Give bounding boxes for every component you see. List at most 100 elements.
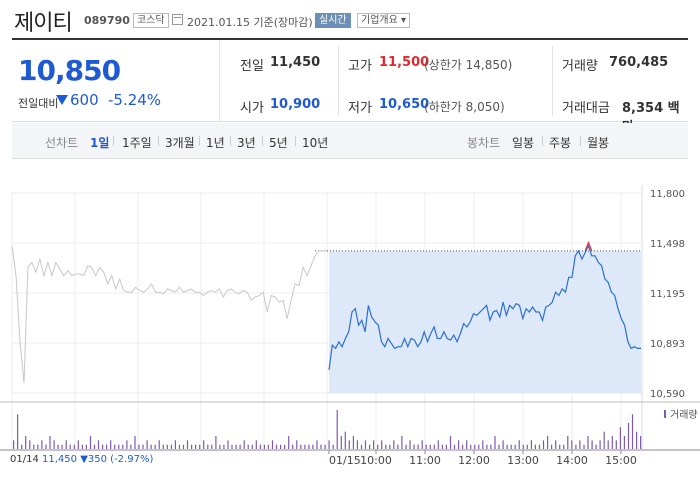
volume-bar <box>377 444 379 449</box>
volume-bar <box>397 444 399 449</box>
volume-bar <box>340 436 342 449</box>
tab-weekly[interactable]: 주봉 <box>549 136 572 150</box>
tab-divider <box>230 136 231 146</box>
volume-bar <box>369 444 371 449</box>
y-tick-label: 10,893 <box>650 339 685 350</box>
volume-bar <box>296 440 298 449</box>
volume-bar <box>530 440 532 449</box>
y-tick-label: 11,498 <box>650 239 685 250</box>
volume-bar <box>429 444 431 449</box>
volume-bar <box>506 444 508 449</box>
volume-bar <box>547 436 549 449</box>
tab-divider <box>262 136 263 146</box>
today-price-line <box>328 244 641 370</box>
divider <box>552 46 553 116</box>
stock-code: 089790 <box>84 14 130 27</box>
volume-bar <box>640 436 642 449</box>
volume-bar <box>243 440 245 449</box>
volume-bar <box>360 444 363 449</box>
volume-bar <box>542 440 545 449</box>
volume-value: 760,485 <box>609 55 669 70</box>
volume-bar <box>356 440 358 449</box>
tab-monthly[interactable]: 월봉 <box>587 136 610 150</box>
tab-3y[interactable]: 3년 <box>237 136 256 150</box>
current-price-box: 10,850 전일대비 600 -5.24% <box>12 40 220 122</box>
volume-bar <box>102 444 104 449</box>
volume-bar <box>166 444 168 449</box>
lower-limit: (하한가 8,050) <box>424 100 505 114</box>
volume-bar <box>591 440 593 449</box>
y-tick-label: 10,590 <box>650 389 685 400</box>
volume-bar <box>482 440 484 449</box>
volume-bar <box>53 440 55 449</box>
x-tick-label: 10:00 <box>360 454 392 467</box>
volume-bar <box>93 444 96 449</box>
tab-divider <box>199 136 200 146</box>
tab-1w[interactable]: 1주일 <box>122 136 152 150</box>
volume-bar <box>37 444 39 449</box>
volume-bar <box>251 444 253 449</box>
volume-bar <box>364 440 367 449</box>
tab-daily[interactable]: 일봉 <box>512 136 535 150</box>
line-chart-label: 선차트 <box>45 136 79 150</box>
stock-name: 제이티 <box>14 11 73 36</box>
x-tick-label: 14:00 <box>556 454 588 467</box>
open-label: 시가 <box>240 101 264 116</box>
volume-bar <box>631 414 634 449</box>
volume-bar <box>583 444 585 449</box>
volume-legend-label: 거래량 <box>670 409 698 421</box>
low-label: 저가 <box>348 101 372 116</box>
divider <box>338 46 339 116</box>
volume-bar <box>186 440 189 449</box>
change-amount: 600 <box>70 91 99 109</box>
price-chart[interactable]: 11,800 11,498 11,195 10,893 10,590 01/15 10:0… <box>0 160 700 481</box>
tab-5y[interactable]: 5년 <box>269 136 288 150</box>
volume-bar <box>97 440 100 449</box>
volume-bar <box>373 440 375 449</box>
volume-bar <box>13 440 15 449</box>
low-value: 10,650 <box>379 97 430 112</box>
stock-header: 제이티 089790 코스닥 2021.01.15 기준(장마감) 실시간 기업… <box>0 0 700 40</box>
volume-bar <box>563 444 565 449</box>
high-marker <box>584 240 593 252</box>
volume-bar <box>587 436 589 449</box>
volume-bar <box>271 440 274 449</box>
realtime-button[interactable]: 실시간 <box>315 13 351 28</box>
volume-bar <box>405 444 407 449</box>
volume-bar <box>89 436 92 449</box>
tab-10y[interactable]: 10년 <box>302 136 329 150</box>
volume-bar <box>551 444 553 449</box>
volume-bar <box>154 444 156 449</box>
volume-bar <box>223 444 225 449</box>
base-date: 2021.01.15 기준(장마감) <box>187 16 313 29</box>
volume-bar <box>348 440 350 449</box>
tab-1y[interactable]: 1년 <box>206 136 225 150</box>
volume-bar <box>134 436 136 449</box>
tab-3m[interactable]: 3개월 <box>165 136 195 150</box>
tab-1d[interactable]: 1일 <box>90 136 110 150</box>
volume-bar <box>61 444 63 449</box>
volume-bar <box>389 444 391 449</box>
volume-bar <box>45 444 47 449</box>
volume-bar <box>235 444 237 449</box>
volume-bar <box>178 444 181 449</box>
volume-bar <box>29 440 31 449</box>
change-percent: -5.24% <box>108 91 162 109</box>
volume-bar <box>466 440 468 449</box>
volume-bar <box>21 444 23 449</box>
volume-bar <box>421 440 423 449</box>
x-tick-label: 11:00 <box>409 454 441 467</box>
prev-day-pct: (-2.97%) <box>110 454 154 465</box>
volume-bar <box>247 444 249 449</box>
volume-bar <box>603 431 605 449</box>
volume-bar <box>611 436 613 449</box>
corp-overview-dropdown[interactable]: 기업개요 ▾ <box>357 13 410 28</box>
prev-day-date: 01/14 <box>10 454 39 465</box>
tab-divider <box>295 136 296 146</box>
volume-bar <box>57 444 59 449</box>
volume-bar <box>514 444 516 449</box>
volume-label: 거래량 <box>562 59 598 74</box>
volume-bar <box>195 444 197 449</box>
down-triangle-icon <box>56 95 68 105</box>
volume-bar <box>130 444 132 449</box>
